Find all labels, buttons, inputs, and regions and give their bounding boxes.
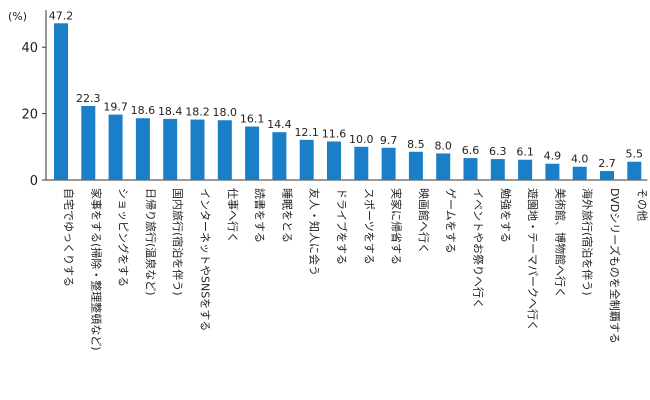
category-label: 日帰り旅行(温泉など)	[144, 188, 158, 296]
bar	[54, 23, 68, 180]
bar-value-label: 6.3	[489, 145, 507, 158]
category-label: 海外旅行(宿泊を伴う)	[581, 188, 595, 296]
bar-value-label: 2.7	[598, 157, 616, 170]
category-label: 自宅でゆっくりする	[62, 188, 76, 287]
category-label: 映画館へ行く	[417, 188, 431, 254]
category-label: ゲームをする	[444, 188, 457, 254]
bar-value-label: 9.7	[380, 134, 398, 147]
bar-value-label: 18.0	[213, 106, 238, 119]
bar	[627, 161, 642, 180]
category-label: 睡眠をとる	[280, 188, 293, 243]
bar-value-label: 18.6	[131, 104, 156, 117]
y-tick-label: 0	[30, 174, 38, 189]
bar	[245, 126, 260, 180]
bar	[217, 120, 232, 180]
category-label: 国内旅行(宿泊を伴う)	[171, 188, 185, 296]
category-label: 読書をする	[253, 188, 267, 243]
bar	[327, 141, 341, 180]
bar-value-label: 4.0	[571, 153, 589, 166]
bar-value-label: 16.1	[240, 113, 265, 126]
bar-value-label: 5.5	[626, 148, 644, 161]
bar-value-label: 47.2	[49, 9, 74, 22]
bar	[572, 166, 587, 180]
category-label: スポーツをする	[362, 188, 375, 265]
value-labels: 47.2 22.319.7 18.6 18.4 18.2 18.0 16.1 14.412.1…	[49, 9, 643, 170]
bar	[490, 159, 505, 180]
bar-value-label: 18.4	[158, 105, 183, 118]
bar	[436, 153, 451, 180]
bar	[299, 139, 314, 180]
category-label: 仕事へ行く	[226, 188, 239, 243]
category-label: ショッピングをする	[117, 188, 131, 287]
y-axis-unit-label: (%)	[8, 10, 27, 23]
bar	[518, 159, 533, 180]
bar	[108, 114, 123, 180]
bar	[381, 147, 396, 180]
category-label: 美術館、博物館へ行く	[553, 188, 567, 298]
bar	[600, 171, 614, 180]
bar-value-label: 10.0	[349, 133, 374, 146]
bar	[135, 118, 150, 180]
bar-value-label: 22.3	[76, 92, 101, 105]
y-tick-label: 40	[21, 41, 38, 56]
category-label: DVDシリーズものを全制覇する	[608, 188, 622, 344]
bar	[545, 163, 560, 180]
bars	[54, 23, 642, 180]
bar	[408, 151, 423, 180]
bar-value-label: 18.2	[185, 106, 210, 119]
bar-value-label: 6.6	[462, 144, 480, 157]
category-label: 実家に帰省する	[390, 188, 404, 265]
bar	[272, 132, 287, 180]
bar-value-label: 14.4	[267, 118, 292, 131]
bar-value-label: 4.9	[544, 150, 562, 163]
bar-value-label: 6.1	[516, 146, 534, 159]
bar	[463, 158, 478, 180]
bar-value-label: 8.5	[407, 138, 425, 151]
bar	[354, 146, 369, 180]
category-label: イベントやお祭りへ行く	[472, 188, 485, 309]
bar	[163, 118, 178, 180]
category-label: 遊園地・テーマパークへ行く	[526, 188, 540, 331]
category-label: 家事をする(掃除・整理整頓など)	[89, 188, 103, 351]
bar-value-label: 12.1	[294, 126, 319, 139]
bar	[81, 105, 96, 180]
bar	[190, 119, 205, 180]
y-tick-label: 20	[21, 108, 38, 123]
category-labels: 自宅でゆっくりする 家事をする(掃除・整理整頓など) ショッピングをする 日帰り旅行(…	[62, 188, 648, 351]
bar-value-label: 19.7	[103, 101, 128, 114]
bar-value-label: 11.6	[322, 127, 347, 140]
category-label: 勉強をする	[499, 188, 513, 243]
category-label: ドライブをする	[335, 188, 349, 265]
category-label: その他	[635, 188, 648, 221]
category-label: インターネットやSNSをする	[199, 188, 212, 331]
bar-value-label: 8.0	[434, 139, 452, 152]
category-label: 友人・知人に会う	[308, 188, 322, 276]
